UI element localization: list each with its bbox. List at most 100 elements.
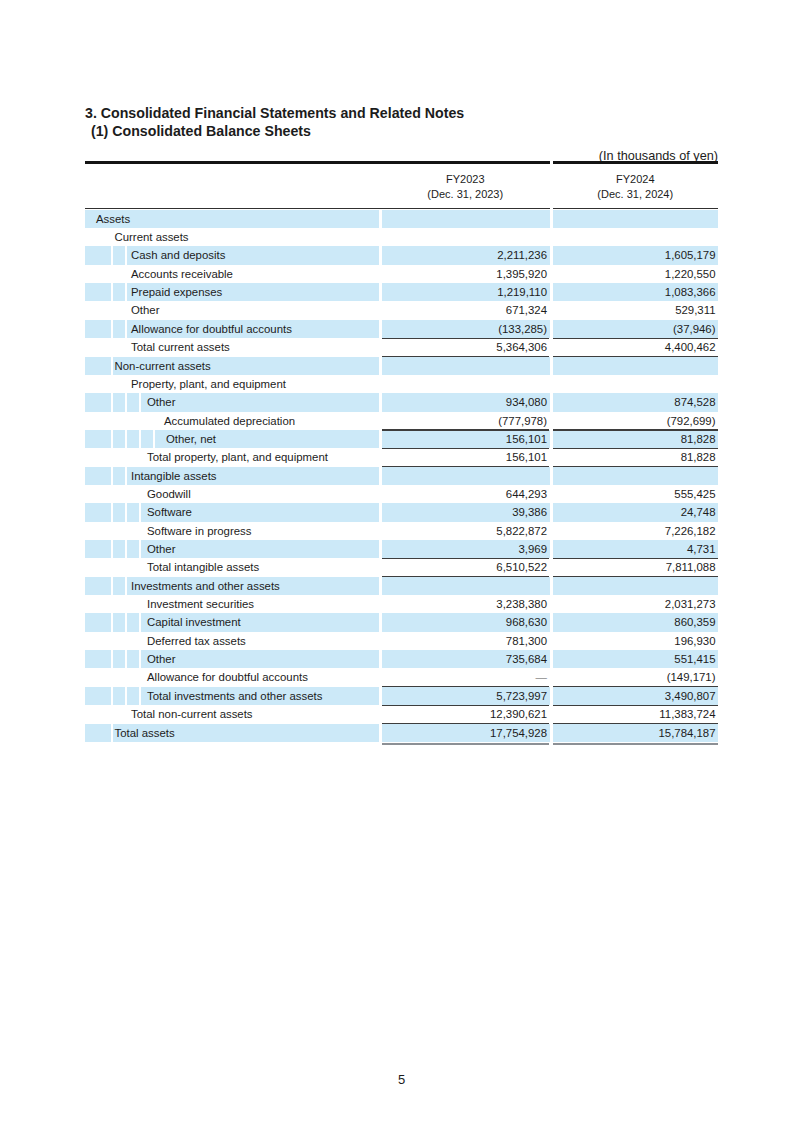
indent-cell (139, 430, 153, 448)
indent-cell (85, 430, 111, 448)
row-label: Total intangible assets (147, 558, 259, 576)
row-label: Accumulated depreciation (164, 412, 295, 430)
indent-cell (111, 320, 125, 338)
row-label: Other (147, 650, 176, 668)
row-value-fy2024: 24,748 (550, 503, 719, 521)
row-value-fy2023: 968,630 (379, 613, 550, 631)
table-row: Other671,324529,311 (85, 301, 718, 319)
row-value-fy2024: (37,946) (550, 320, 719, 338)
total-rule (382, 743, 549, 745)
row-label: Intangible assets (131, 467, 217, 485)
row-value-fy2023: 5,822,872 (379, 522, 550, 540)
row-value-fy2023 (379, 228, 550, 246)
column-sublabel: (Dec. 31, 2023) (382, 187, 549, 202)
indent-cell (85, 668, 111, 686)
total-rule (382, 723, 549, 724)
indent-cell (85, 650, 111, 668)
row-value-fy2024: 1,605,179 (550, 246, 719, 264)
total-rule (553, 429, 719, 430)
row-label: Deferred tax assets (147, 632, 246, 650)
row-value-fy2024: 1,083,366 (550, 283, 719, 301)
table-row: Capital investment968,630860,359 (85, 613, 718, 631)
indent-cell (111, 412, 125, 430)
row-label: Investment securities (147, 595, 254, 613)
label-cell: Other, net (153, 430, 379, 448)
row-value-fy2024 (550, 357, 719, 375)
page-number: 5 (85, 1073, 718, 1087)
label-cell: Other (153, 393, 379, 411)
row-value-fy2023: 5,723,997 (379, 687, 550, 705)
indent-cell (111, 705, 125, 723)
row-value-fy2023 (379, 467, 550, 485)
indent-cell (85, 687, 111, 705)
indent-cell (85, 228, 111, 246)
row-label: Allowance for doubtful accounts (131, 320, 292, 338)
total-rule (382, 338, 549, 339)
row-value-fy2024: (149,171) (550, 668, 719, 686)
indent-cell (111, 246, 125, 264)
total-rule (553, 723, 719, 724)
table-row: Allowance for doubtful accounts(133,285)… (85, 320, 718, 338)
indent-cell (85, 724, 111, 742)
total-rule (382, 686, 549, 687)
indent-cell (125, 687, 139, 705)
row-value-fy2024: 2,031,273 (550, 595, 719, 613)
row-value-fy2024: 4,400,462 (550, 338, 719, 356)
indent-cell (111, 467, 125, 485)
indent-cell (111, 632, 125, 650)
label-cell: Total assets (153, 724, 379, 742)
table-row: Other, net156,10181,828 (85, 430, 718, 448)
table-row: Other735,684551,415 (85, 650, 718, 668)
row-value-fy2023 (379, 375, 550, 393)
label-cell: Total property, plant, and equipment (153, 448, 379, 466)
label-cell: Accumulated depreciation (153, 412, 379, 430)
indent-cell (111, 577, 125, 595)
indent-cell (125, 613, 139, 631)
indent-cell (111, 522, 125, 540)
row-value-fy2023: 5,364,306 (379, 338, 550, 356)
column-label: FY2024 (553, 172, 719, 187)
row-value-fy2023 (379, 577, 550, 595)
label-cell: Total intangible assets (153, 558, 379, 576)
row-value-fy2024: 1,220,550 (550, 265, 719, 283)
total-rule (553, 686, 719, 687)
indent-cell (85, 338, 111, 356)
row-label: Cash and deposits (131, 246, 225, 264)
row-value-fy2023: 6,510,522 (379, 558, 550, 576)
page-title: 3. Consolidated Financial Statements and… (85, 104, 464, 122)
indent-cell (85, 558, 111, 576)
indent-cell (111, 650, 125, 668)
indent-cell (125, 485, 139, 503)
row-value-fy2023: 12,390,621 (379, 705, 550, 723)
indent-cell (125, 668, 139, 686)
indent-cell (111, 668, 125, 686)
label-cell: Capital investment (153, 613, 379, 631)
indent-cell (85, 632, 111, 650)
indent-cell (85, 448, 111, 466)
indent-cell (111, 265, 125, 283)
indent-cell (111, 301, 125, 319)
label-cell: Prepaid expenses (153, 283, 379, 301)
row-value-fy2024: 81,828 (550, 448, 719, 466)
table-row: Other3,9694,731 (85, 540, 718, 558)
table-row: Intangible assets (85, 467, 718, 485)
table-row: Total investments and other assets5,723,… (85, 687, 718, 705)
indent-cell (139, 412, 153, 430)
row-value-fy2023: 3,238,380 (379, 595, 550, 613)
section-heading: 3. Consolidated Financial Statements and… (85, 104, 464, 140)
label-cell: Cash and deposits (153, 246, 379, 264)
table-row: Investments and other assets (85, 577, 718, 595)
indent-cell (139, 210, 153, 228)
row-label: Total assets (115, 724, 175, 742)
indent-cell (111, 393, 125, 411)
indent-cell (85, 595, 111, 613)
table-row: Total assets17,754,92815,784,187 (85, 724, 718, 742)
row-value-fy2024 (550, 210, 719, 228)
indent-cell (85, 283, 111, 301)
indent-cell (111, 540, 125, 558)
indent-cell (125, 503, 139, 521)
table-row: Total intangible assets6,510,5227,811,08… (85, 558, 718, 576)
row-label: Current assets (115, 228, 189, 246)
row-value-fy2024: (792,699) (550, 412, 719, 430)
row-value-fy2024: 15,784,187 (550, 724, 719, 742)
